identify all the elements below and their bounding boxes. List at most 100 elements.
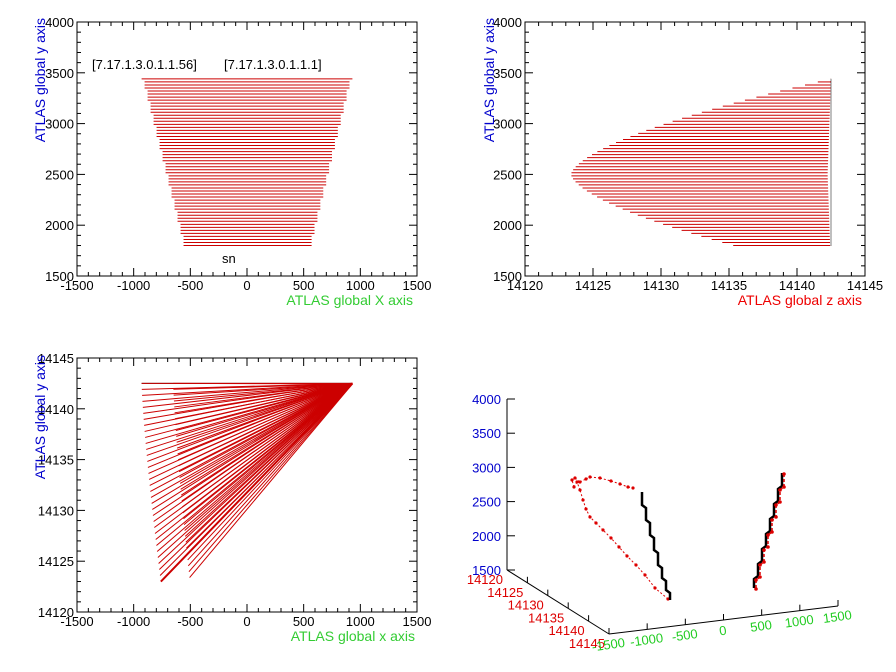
red-path-left (595, 522, 604, 531)
red-path-left (599, 477, 612, 482)
annotation-left-id: [7.17.1.3.0.1.1.56] (92, 57, 197, 72)
fan-line-xz (144, 382, 353, 432)
panel-xy: -1500 -1000 -500 0 500 1000 1500 1500 2000 2500 3… (32, 15, 431, 308)
fan-line-xz-inner (188, 383, 353, 573)
x-tick-label-3d: 1000 (784, 612, 815, 631)
z-tick-label-3d: 14140 (548, 623, 584, 638)
y-tick-label-xy: 1500 (45, 269, 74, 284)
red-path-left (585, 476, 591, 480)
y-tick-label-3d: 1500 (472, 563, 501, 578)
y-tick-label-3d: 4000 (472, 392, 501, 407)
y-tick-label-xz: 14120 (38, 605, 74, 620)
fan-line-xz (153, 382, 353, 522)
x-tick-label-3d: -1000 (629, 630, 664, 649)
x-axis-label-xy: ATLAS global X axis (286, 292, 413, 308)
x-ticks-xy: -1500 -1000 -500 0 500 1000 1500 (60, 22, 431, 293)
red-path-left (589, 516, 597, 524)
red-stair-right (755, 474, 785, 589)
y-tick-label-xy: 2500 (45, 167, 74, 182)
x-tick-label-xy: 1000 (346, 278, 375, 293)
x-tick-label-xz: 0 (243, 614, 250, 629)
red-path-left (579, 478, 587, 483)
z-axis-3d (506, 569, 610, 635)
red-path-left (571, 479, 575, 488)
x-tick-label-zy: 14140 (779, 278, 815, 293)
fan-line-xz (154, 383, 353, 534)
strips-xy (141, 78, 353, 247)
y-ticks-zy: 1500 2000 2500 3000 3500 4000 (493, 15, 865, 284)
fan-line-xz-inner (187, 383, 353, 561)
y-tick-label-zy: 4000 (493, 15, 522, 30)
x-axis-label-xz: ATLAS global x axis (291, 628, 415, 644)
x-axis-label-zy: ATLAS global z axis (738, 292, 862, 308)
fan-line-xz (152, 382, 353, 516)
x-tick-label-zy: 14130 (643, 278, 679, 293)
x-tick-label-3d: 500 (749, 617, 773, 635)
red-path-left (571, 477, 576, 481)
fan-line-xz (159, 383, 353, 570)
fan-line-xz (156, 383, 353, 546)
axes-3d: 1500200025003000350040001412014125141301… (467, 392, 853, 654)
z-tick-label-3d: 14130 (508, 598, 544, 613)
x-tick-label-xy: -1500 (60, 278, 93, 293)
red-path-left (626, 555, 637, 566)
z-tick-label-3d: 14120 (467, 572, 503, 587)
fan-edge-xz (160, 382, 354, 583)
y-ticks-xz: 14120 14125 14130 14135 14140 14145 (38, 351, 417, 620)
fan-line-xz (154, 382, 353, 528)
x-tick-label-xz: -500 (177, 614, 203, 629)
fan-line-xz-inner (187, 383, 353, 567)
fan-line-xz (141, 382, 353, 390)
y-tick-label-3d: 2500 (472, 495, 501, 510)
fan-line-xz (150, 382, 353, 498)
strips-xz (141, 382, 354, 583)
fan-line-xz (142, 382, 353, 408)
y-tick-label-xy: 3500 (45, 66, 74, 81)
panel-3d: 1500200025003000350040001412014125141301… (467, 392, 853, 654)
x-tick-label-3d: 1500 (822, 607, 853, 626)
x-tick-label-zy: 14120 (507, 278, 543, 293)
y-tick-label-xy: 4000 (45, 15, 74, 30)
red-path-left (602, 529, 612, 539)
y-tick-label-3d: 3000 (472, 460, 501, 475)
z-tick-label-3d: 14145 (569, 636, 605, 651)
y-tick-label-3d: 2000 (472, 529, 501, 544)
red-path-left (582, 499, 587, 510)
fan-line-xz (146, 382, 353, 450)
y-tick-label-xy: 3000 (45, 117, 74, 132)
fan-line-xz (143, 382, 353, 420)
red-path-left (589, 476, 601, 479)
fan-line-xz (156, 383, 353, 552)
fan-line-xz (148, 382, 353, 480)
y-tick-label-zy: 2000 (493, 218, 522, 233)
red-path-left (644, 574, 656, 589)
y-ticks-xy: 1500 2000 2500 3000 3500 4000 (45, 15, 417, 284)
red-path-left (610, 480, 621, 485)
x-tick-label-3d: 0 (718, 623, 727, 639)
y-axis-label-xy: ATLAS global y axis (32, 18, 48, 142)
fan-line-xz (155, 383, 353, 540)
z-tick-label-3d: 14125 (487, 585, 523, 600)
fan-line-xz (144, 382, 353, 426)
x-tick-label-xz: 1500 (403, 614, 432, 629)
y-axis-label-xz: ATLAS global y axis (32, 355, 48, 479)
fan-line-xz (146, 382, 353, 456)
red-path-left (618, 546, 628, 557)
y-tick-label-xz: 14125 (38, 554, 74, 569)
fan-line-xz (149, 382, 353, 486)
fan-line-xz (142, 382, 353, 402)
y-tick-label-zy: 3500 (493, 66, 522, 81)
x-tick-label-xz: 1000 (346, 614, 375, 629)
fan-line-xz (145, 382, 353, 444)
x-tick-label-3d: -500 (671, 626, 699, 644)
y-tick-label-xz: 14140 (38, 402, 74, 417)
y-tick-label-zy: 2500 (493, 167, 522, 182)
red-path-left (573, 481, 578, 488)
red-dot-right (754, 587, 758, 591)
x-ticks-xz: -1500 -1000 -500 0 500 1000 1500 (60, 358, 431, 629)
fan-line-xz (147, 382, 353, 468)
x-tick-label-xz: -1000 (117, 614, 150, 629)
x-tick-label-xz: -1500 (60, 614, 93, 629)
x-tick-label-xy: -1000 (117, 278, 150, 293)
